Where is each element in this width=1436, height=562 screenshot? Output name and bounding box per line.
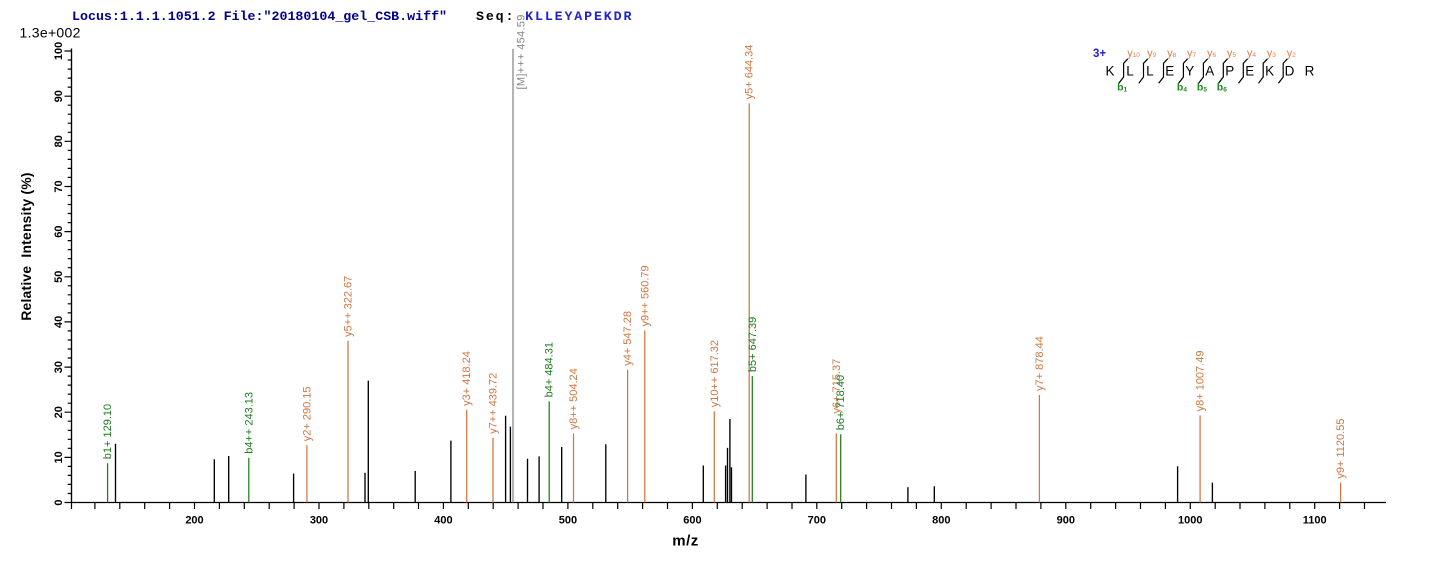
svg-text:b4++ 243.13: b4++ 243.13 — [243, 392, 255, 454]
svg-text:3+: 3+ — [1093, 48, 1106, 60]
svg-text:b1: b1 — [1117, 82, 1127, 94]
svg-text:E: E — [1165, 64, 1174, 79]
svg-text:0: 0 — [53, 499, 65, 505]
svg-text:L: L — [1146, 64, 1154, 79]
svg-text:Relative Intensity (%): Relative Intensity (%) — [19, 172, 34, 320]
svg-text:y9++ 560.79: y9++ 560.79 — [639, 265, 651, 326]
svg-text:b1+ 129.10: b1+ 129.10 — [102, 404, 114, 459]
svg-text:b4+ 484.31: b4+ 484.31 — [544, 342, 556, 397]
svg-text:y3+ 418.24: y3+ 418.24 — [461, 351, 473, 406]
svg-text:90: 90 — [53, 90, 65, 102]
svg-text:b6+ 718.40: b6+ 718.40 — [835, 375, 847, 430]
svg-text:800: 800 — [932, 515, 950, 527]
svg-text:Seq: KLLEYAPEKDR: Seq: KLLEYAPEKDR — [476, 9, 633, 24]
svg-text:Y: Y — [1185, 64, 1194, 79]
svg-text:y9: y9 — [1147, 48, 1157, 60]
svg-text:300: 300 — [310, 515, 328, 527]
svg-text:[M]+++ 454.59: [M]+++ 454.59 — [516, 14, 528, 89]
svg-text:b5: b5 — [1197, 82, 1207, 94]
svg-text:200: 200 — [185, 515, 203, 527]
svg-text:50: 50 — [53, 271, 65, 283]
svg-text:y9+ 1120.55: y9+ 1120.55 — [1335, 419, 1347, 479]
svg-text:60: 60 — [53, 225, 65, 237]
svg-text:y5++ 322.67: y5++ 322.67 — [343, 276, 355, 337]
svg-text:30: 30 — [53, 361, 65, 373]
svg-text:500: 500 — [559, 515, 577, 527]
svg-text:20: 20 — [53, 406, 65, 418]
svg-text:1100: 1100 — [1303, 515, 1327, 527]
svg-text:y10++ 617.32: y10++ 617.32 — [709, 340, 721, 407]
svg-text:1000: 1000 — [1178, 515, 1202, 527]
svg-text:L: L — [1126, 64, 1134, 79]
svg-text:600: 600 — [683, 515, 701, 527]
svg-text:A: A — [1205, 64, 1214, 79]
svg-text:80: 80 — [53, 135, 65, 147]
svg-text:40: 40 — [53, 316, 65, 328]
svg-text:y5+ 644.34: y5+ 644.34 — [744, 45, 756, 100]
svg-text:K: K — [1105, 64, 1114, 79]
svg-text:m/z: m/z — [672, 533, 699, 550]
svg-text:100: 100 — [53, 42, 65, 60]
svg-text:E: E — [1245, 64, 1254, 79]
svg-text:K: K — [1265, 64, 1274, 79]
svg-text:R: R — [1305, 64, 1315, 79]
svg-text:b6: b6 — [1217, 82, 1227, 94]
svg-text:700: 700 — [808, 515, 826, 527]
svg-text:b5+ 647.39: b5+ 647.39 — [747, 317, 759, 372]
svg-text:y5: y5 — [1227, 48, 1237, 60]
svg-text:70: 70 — [53, 180, 65, 192]
svg-text:y7++ 439.72: y7++ 439.72 — [488, 373, 500, 434]
svg-text:10: 10 — [53, 451, 65, 463]
svg-text:1.3e+002: 1.3e+002 — [20, 25, 81, 41]
svg-text:b4: b4 — [1177, 82, 1187, 94]
svg-text:y7: y7 — [1187, 48, 1197, 60]
svg-text:y8++ 504.24: y8++ 504.24 — [568, 368, 580, 429]
svg-text:y4+ 547.28: y4+ 547.28 — [622, 311, 634, 366]
svg-text:y3: y3 — [1267, 48, 1277, 60]
svg-text:y2+ 290.15: y2+ 290.15 — [301, 386, 313, 441]
svg-text:y8+ 1007.49: y8+ 1007.49 — [1195, 351, 1207, 412]
svg-text:y8: y8 — [1167, 48, 1177, 60]
svg-text:y2: y2 — [1287, 48, 1297, 60]
svg-text:y7+ 878.44: y7+ 878.44 — [1034, 336, 1046, 391]
svg-text:400: 400 — [434, 515, 452, 527]
svg-text:y6: y6 — [1207, 48, 1217, 60]
svg-text:900: 900 — [1057, 515, 1075, 527]
svg-text:P: P — [1225, 64, 1234, 79]
svg-text:y4: y4 — [1247, 48, 1257, 60]
svg-text:Locus:1.1.1.1051.2 File:"20180: Locus:1.1.1.1051.2 File:"20180104_gel_CS… — [72, 9, 447, 24]
svg-text:D: D — [1285, 64, 1295, 79]
svg-text:y6+ 715.37: y6+ 715.37 — [831, 359, 843, 414]
